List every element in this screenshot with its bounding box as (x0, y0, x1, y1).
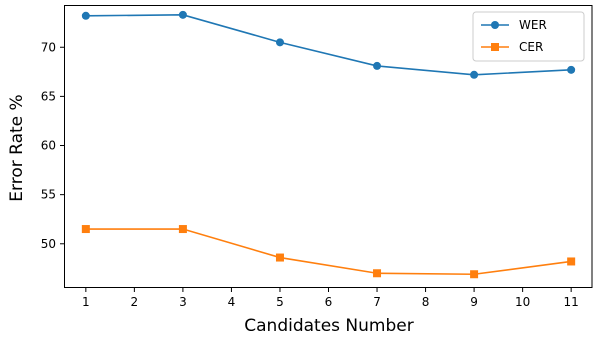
data-point-wer (373, 61, 382, 70)
data-point-wer (178, 10, 187, 19)
plot-area (81, 10, 576, 279)
series-line-wer (85, 14, 572, 76)
y-axis-label: Error Rate % (7, 94, 27, 201)
y-tick-label: 60 (41, 139, 56, 153)
legend-label-wer: WER (519, 18, 547, 32)
x-tick-label: 7 (373, 295, 381, 309)
data-point-cer (178, 225, 187, 234)
x-axis-label: Candidates Number (244, 316, 413, 334)
y-tick-label: 65 (41, 89, 56, 103)
data-point-cer (373, 269, 382, 278)
x-tick-label: 2 (131, 295, 139, 309)
y-tick-label: 50 (41, 237, 56, 251)
legend: WER CER (472, 11, 585, 62)
x-tick-label: 1 (82, 295, 90, 309)
x-tick-label: 4 (228, 295, 236, 309)
legend-marker-wer (491, 21, 499, 29)
data-point-cer (81, 225, 90, 234)
data-point-cer (470, 270, 479, 279)
y-tick-label: 70 (41, 40, 56, 54)
legend-label-cer: CER (519, 40, 543, 54)
series-line-cer (85, 228, 572, 276)
y-tick-label: 55 (41, 188, 56, 202)
data-point-wer (81, 11, 90, 20)
axes: 1 2 3 4 5 6 7 8 9 10 11 50 55 60 65 70 (41, 5, 593, 309)
x-tick-label: 9 (470, 295, 478, 309)
plot-frame (64, 5, 593, 288)
x-tick-label: 3 (179, 295, 187, 309)
x-tick-label: 11 (564, 295, 579, 309)
x-tick-label: 10 (515, 295, 530, 309)
data-point-cer (567, 257, 576, 266)
data-point-cer (275, 253, 284, 262)
x-tick-label: 8 (422, 295, 430, 309)
data-point-wer (275, 38, 284, 47)
x-tick-label: 6 (325, 295, 333, 309)
data-point-wer (567, 65, 576, 74)
legend-marker-cer (491, 43, 499, 51)
x-tick-label: 5 (276, 295, 284, 309)
data-point-wer (470, 70, 479, 79)
